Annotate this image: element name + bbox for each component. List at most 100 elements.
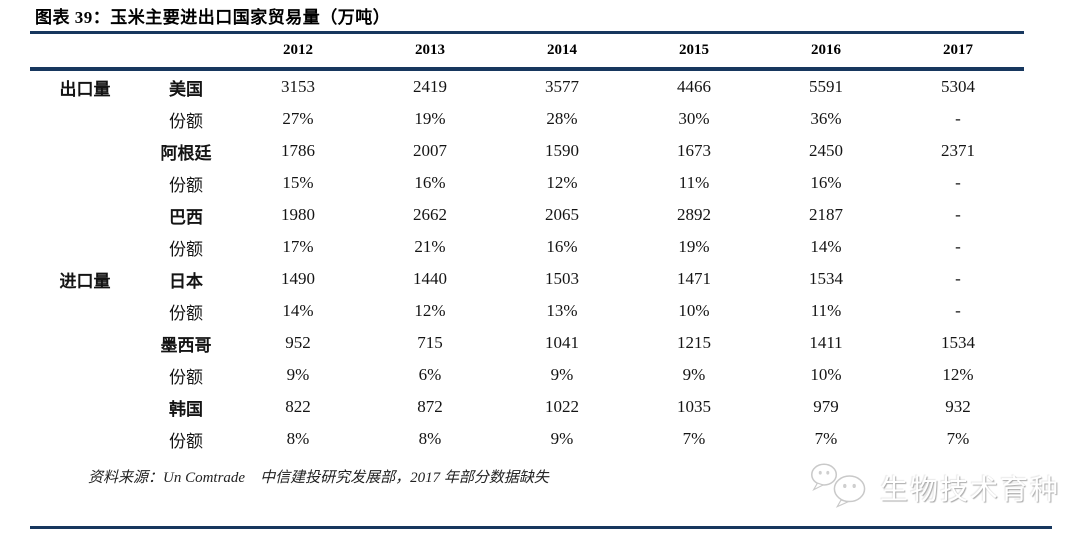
value-cell: 27% [282,109,314,128]
value-cell: 2371 [941,141,975,160]
value-cell: 1534 [809,269,843,288]
value-cell: 7% [682,429,706,448]
value-cell: 2419 [413,77,447,96]
value-cell: - [955,301,961,320]
value-cell: 9% [550,429,574,448]
value-cell: 36% [810,109,842,128]
value-cell: 8% [418,429,442,448]
value-cell: - [955,173,961,192]
group-cell [30,327,140,359]
value-cell: 1980 [281,205,315,224]
value-cell: 2065 [545,205,579,224]
value-cell: 2662 [413,205,447,224]
row-label-cell: 份额 [169,431,203,451]
group-cell [30,231,140,263]
row-label-cell: 韩国 [169,399,203,419]
value-cell: 4466 [677,77,711,96]
value-cell: 16% [546,237,578,256]
value-cell: 1022 [545,397,579,416]
value-cell: 2007 [413,141,447,160]
table-row: 份额 15% 16% 12% 11% 16% - [30,167,1024,199]
value-cell: 952 [285,333,311,352]
value-cell: - [955,269,961,288]
value-cell: 822 [285,397,311,416]
group-cell [30,359,140,391]
year-header-row: 2012 2013 2014 2015 2016 2017 [30,32,1024,71]
year-header: 2015 [628,32,760,71]
year-header: 2013 [364,32,496,71]
row-label-cell: 份额 [169,303,203,323]
value-cell: 2187 [809,205,843,224]
value-cell: 979 [813,397,839,416]
table-header: 2012 2013 2014 2015 2016 2017 [30,32,1024,71]
group-header-cell [30,32,140,71]
value-cell: 21% [414,237,446,256]
value-cell: 10% [678,301,710,320]
table-row: 阿根廷 1786 2007 1590 1673 2450 2371 [30,135,1024,167]
value-cell: - [955,237,961,256]
value-cell: - [955,205,961,224]
group-cell [30,391,140,423]
row-label-cell: 份额 [169,111,203,131]
value-cell: 9% [286,365,310,384]
row-label-cell: 日本 [169,271,203,291]
value-cell: 19% [678,237,710,256]
value-cell: 6% [418,365,442,384]
row-label-cell: 份额 [169,175,203,195]
value-cell: - [955,109,961,128]
row-label-cell: 阿根廷 [160,143,212,163]
watermark: 生物技术育种 [808,460,1060,515]
year-header: 2017 [892,32,1024,71]
row-label-cell: 份额 [169,367,203,387]
value-cell: 15% [282,173,314,192]
year-header: 2016 [760,32,892,71]
value-cell: 13% [546,301,578,320]
value-cell: 11% [678,173,710,192]
value-cell: 12% [414,301,446,320]
table-row: 出口量 美国 3153 2419 3577 4466 5591 5304 [30,69,1024,103]
value-cell: 5591 [809,77,843,96]
row-label-cell: 份额 [169,239,203,259]
group-cell [30,135,140,167]
value-cell: 11% [810,301,842,320]
figure-title: 图表 39：玉米主要进出口国家贸易量（万吨） [35,8,391,27]
source-note: 资料来源：Un Comtrade 中信建投研究发展部，2017 年部分数据缺失 [88,470,549,486]
value-cell: 3577 [545,77,579,96]
value-cell: 19% [414,109,446,128]
table-row: 份额 14% 12% 13% 10% 11% - [30,295,1024,327]
wechat-icon [808,460,874,515]
value-cell: 12% [942,365,974,384]
value-cell: 1041 [545,333,579,352]
year-header: 2014 [496,32,628,71]
value-cell: 12% [546,173,578,192]
value-cell: 1673 [677,141,711,160]
value-cell: 7% [814,429,838,448]
table-row: 份额 9% 6% 9% 9% 10% 12% [30,359,1024,391]
year-header: 2012 [232,32,364,71]
page-bottom-rule [30,526,1052,529]
table-row: 份额 17% 21% 16% 19% 14% - [30,231,1024,263]
value-cell: 1411 [809,333,843,352]
row-label-cell: 墨西哥 [160,335,212,355]
value-cell: 1503 [545,269,579,288]
table-row: 韩国 822 872 1022 1035 979 932 [30,391,1024,423]
value-cell: 9% [550,365,574,384]
group-cell: 进口量 [59,271,111,291]
value-cell: 1786 [281,141,315,160]
value-cell: 932 [945,397,971,416]
value-cell: 2450 [809,141,843,160]
table-row: 巴西 1980 2662 2065 2892 2187 - [30,199,1024,231]
trade-volume-table: 2012 2013 2014 2015 2016 2017 出口量 美国 3153 2… [30,31,1024,455]
value-cell: 10% [810,365,842,384]
row-label-cell: 美国 [169,79,203,99]
value-cell: 1490 [281,269,315,288]
table-row: 进口量 日本 1490 1440 1503 1471 1534 - [30,263,1024,295]
value-cell: 1471 [677,269,711,288]
group-cell: 出口量 [59,79,111,99]
value-cell: 1534 [941,333,975,352]
group-cell [30,103,140,135]
table-row: 份额 8% 8% 9% 7% 7% 7% [30,423,1024,455]
value-cell: 5304 [941,77,975,96]
value-cell: 14% [282,301,314,320]
